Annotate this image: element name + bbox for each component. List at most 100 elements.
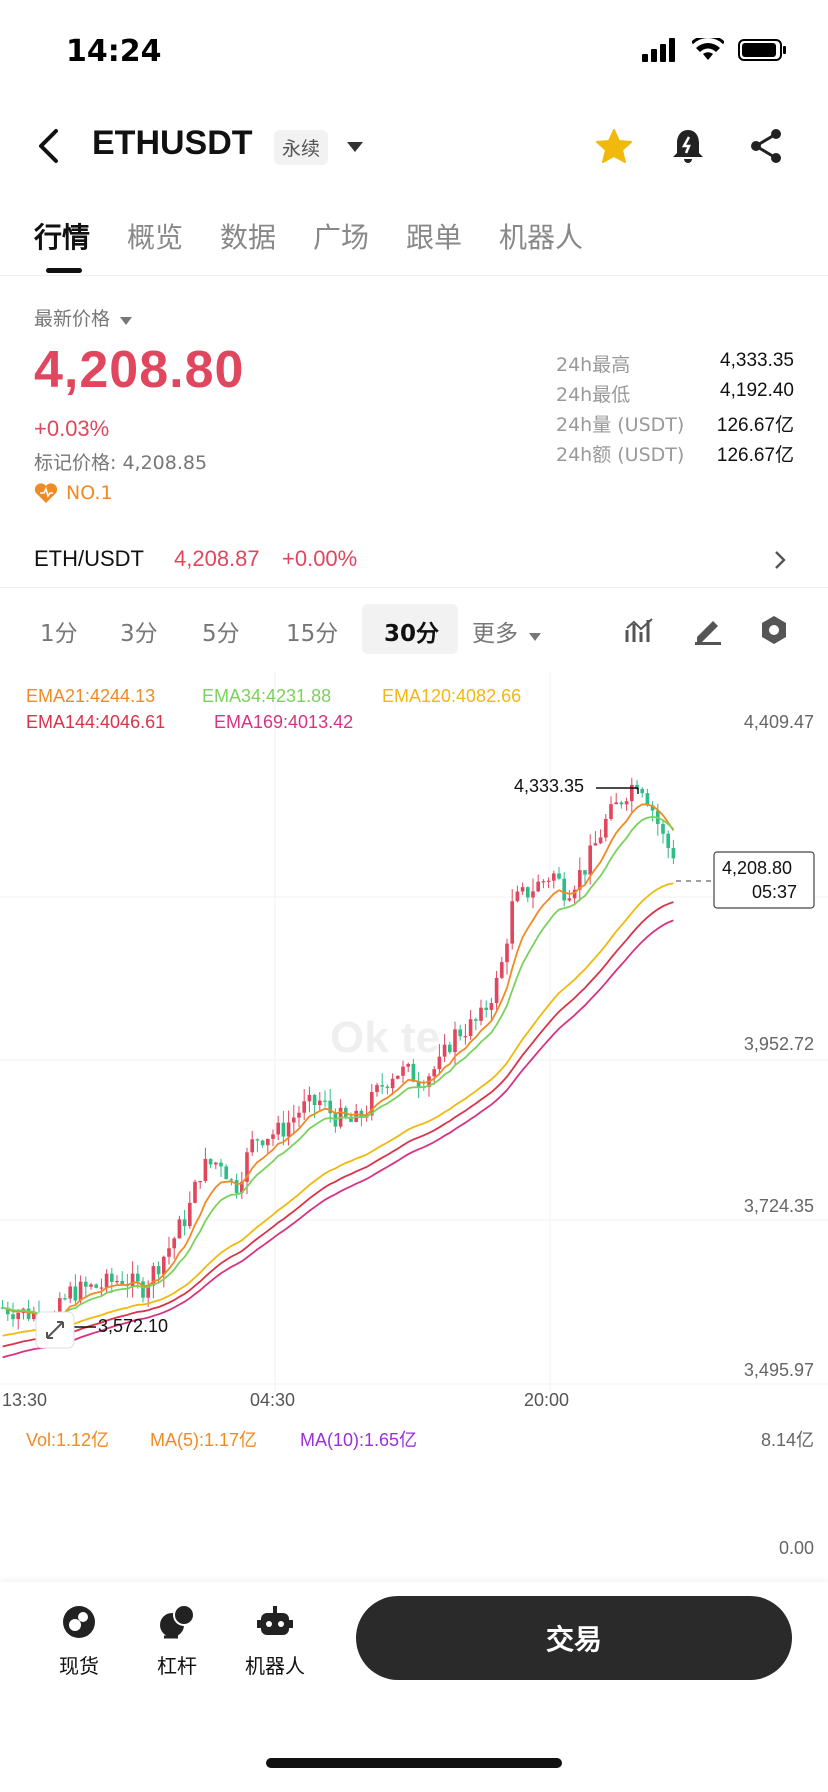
candle-body — [11, 1314, 15, 1320]
indicators-button[interactable] — [622, 612, 658, 648]
y-tick: 4,409.47 — [743, 712, 814, 732]
candle-body — [307, 1094, 312, 1102]
favorite-button[interactable] — [592, 124, 636, 168]
stat-label: 24h量 (USDT) — [556, 414, 685, 436]
tab-square[interactable]: 广场 — [313, 221, 370, 254]
candle-body — [104, 1273, 109, 1288]
stat-value: 126.67亿 — [716, 445, 794, 466]
interval-30m[interactable]: 30分 — [384, 621, 440, 647]
high-price-label: 4,333.35 — [514, 776, 585, 796]
nav-margin[interactable]: 杠杆 — [132, 1602, 222, 1679]
candle-body — [666, 833, 671, 848]
nav-bots-label: 机器人 — [245, 1654, 305, 1678]
stat-row: 24h最高 4,333.35 — [556, 350, 794, 380]
home-indicator — [266, 1758, 562, 1768]
latest-price-selector[interactable]: 最新价格 — [34, 304, 133, 331]
candle-body — [31, 1313, 36, 1320]
chart-grid — [0, 672, 828, 1392]
candle-body — [89, 1284, 93, 1287]
y-tick: 3,495.97 — [743, 1360, 814, 1380]
x-tick: 04:30 — [250, 1390, 296, 1410]
spot-icon — [59, 1602, 99, 1642]
candle-body — [130, 1273, 135, 1287]
latest-price-label: 最新价格 — [34, 308, 111, 330]
last-price: 4,208.80 — [34, 341, 245, 399]
star-icon — [596, 129, 632, 163]
volume-ma5: MA(5):1.17亿 — [150, 1430, 258, 1450]
active-tab-indicator — [46, 268, 82, 273]
tab-bots[interactable]: 机器人 — [499, 221, 584, 254]
mark-price-label: 标记价格: — [34, 452, 117, 474]
rank-badge[interactable]: NO.1 — [34, 482, 113, 504]
volume-ma10: MA(10):1.65亿 — [300, 1430, 418, 1450]
interval-3m[interactable]: 3分 — [120, 621, 158, 647]
margin-icon — [157, 1602, 197, 1642]
candle-body — [26, 1308, 31, 1320]
trade-button[interactable]: 交易 — [356, 1596, 792, 1680]
candle-body — [577, 870, 582, 890]
candle-body — [645, 793, 650, 806]
tab-copy-trading[interactable]: 跟单 — [406, 221, 463, 254]
candle-body — [629, 784, 634, 802]
chart-canvas[interactable]: Ok te — [0, 672, 828, 1392]
volume-max-tick: 8.14亿 — [760, 1430, 814, 1450]
interval-5m[interactable]: 5分 — [202, 621, 240, 647]
stat-row: 24h量 (USDT) 126.67亿 — [556, 410, 794, 440]
candle-body — [468, 1019, 473, 1037]
candle-body — [57, 1298, 62, 1315]
interval-1m[interactable]: 1分 — [40, 621, 78, 647]
chart-settings-button[interactable] — [756, 612, 792, 648]
bottom-bar: 现货 杠杆 机器人 交易 — [0, 1582, 828, 1792]
tab-data[interactable]: 数据 — [220, 221, 277, 254]
tab-market[interactable]: 行情 — [34, 221, 91, 254]
candle-body — [401, 1066, 405, 1076]
candle-body — [234, 1180, 239, 1194]
symbol-title[interactable]: ETHUSDT — [92, 124, 253, 162]
candle-body — [109, 1273, 114, 1282]
y-tick: 3,952.72 — [743, 1034, 814, 1054]
pencil-icon — [695, 621, 721, 645]
candle-body — [265, 1138, 270, 1146]
candle-body — [78, 1281, 83, 1301]
candle-body — [255, 1139, 260, 1141]
candle-body — [380, 1085, 385, 1087]
candle-body — [567, 898, 572, 901]
candle-body — [203, 1158, 208, 1182]
nav-spot[interactable]: 现货 — [34, 1602, 124, 1679]
alert-button[interactable] — [666, 124, 710, 168]
interval-more[interactable]: 更多 — [472, 614, 542, 648]
tab-overview[interactable]: 概览 — [127, 221, 184, 254]
robot-icon — [255, 1602, 295, 1642]
bell-icon — [673, 130, 703, 163]
candle-body — [536, 881, 541, 892]
candle-body — [317, 1100, 322, 1106]
candle-body — [635, 784, 639, 789]
back-button[interactable] — [30, 126, 66, 166]
candle-body — [510, 901, 515, 944]
candle-body — [115, 1280, 119, 1283]
candle-body — [557, 873, 561, 879]
candle-body — [614, 802, 619, 805]
signal-icon — [642, 38, 675, 62]
kline-chart[interactable]: Ok te EMA21:4244.13 EMA34:4231.88 EMA120… — [0, 672, 828, 1410]
expand-icon — [46, 1321, 64, 1339]
interval-active-bg — [362, 604, 458, 654]
y-tick: 3,724.35 — [743, 1196, 814, 1216]
draw-tool-button[interactable] — [690, 612, 726, 648]
candle-body — [551, 873, 556, 881]
candle-body — [479, 1007, 483, 1021]
spot-pair-row[interactable]: ETH/USDT 4,208.87 +0.00% — [0, 532, 828, 588]
candle-body — [99, 1287, 104, 1289]
candle-body — [286, 1122, 291, 1137]
nav-bots[interactable]: 机器人 — [230, 1602, 320, 1679]
wifi-icon — [692, 38, 724, 60]
stat-row: 24h最低 4,192.40 — [556, 380, 794, 410]
symbol-dropdown-button[interactable] — [340, 132, 370, 162]
candle-body — [505, 943, 509, 963]
ema-lines — [2, 803, 675, 1359]
status-time: 14:24 — [66, 34, 162, 69]
24h-stats: 24h最高 4,333.35 24h最低 4,192.40 24h量 (USDT… — [556, 350, 794, 470]
interval-15m[interactable]: 15分 — [286, 621, 339, 647]
share-button[interactable] — [744, 124, 788, 168]
ema34-line — [2, 815, 675, 1321]
